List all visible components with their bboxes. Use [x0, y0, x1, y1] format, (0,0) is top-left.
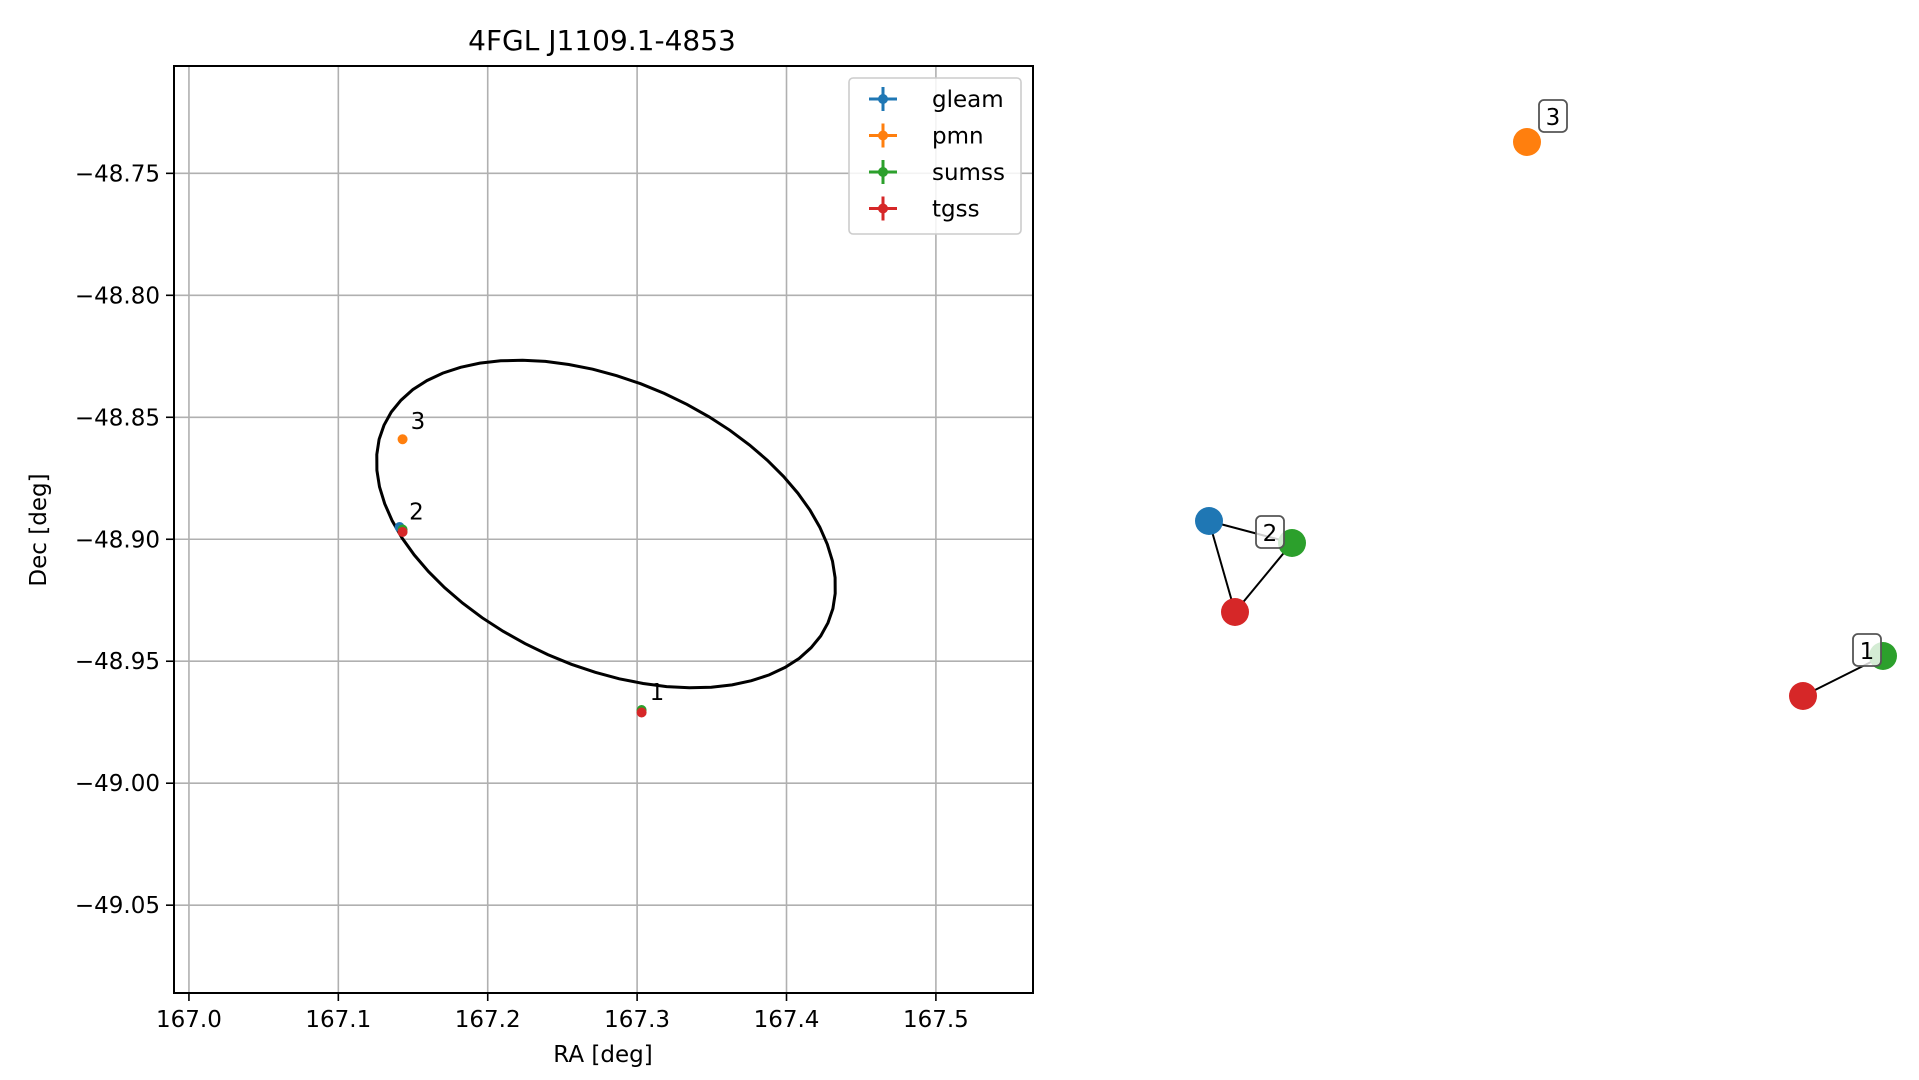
nodes-layer — [1195, 128, 1897, 710]
localization-ellipse — [375, 358, 837, 690]
graph-node-pmn-3 — [1513, 128, 1541, 156]
graph-label-text: 1 — [1860, 639, 1875, 665]
graph-label-box — [1852, 633, 1882, 667]
legend-marker-dot — [878, 130, 888, 141]
point-label: 1 — [650, 680, 665, 706]
legend: gleam pmn sumss tgss — [848, 77, 1022, 235]
graph-panel: 3 2 1 — [1195, 99, 1897, 710]
points-layer: 3 2 1 — [394, 409, 665, 718]
y-tick-label: −48.90 — [75, 527, 160, 553]
plot-frame — [173, 65, 1034, 994]
x-tick-label: 167.2 — [455, 1007, 521, 1033]
graph-edge — [1234, 542, 1293, 613]
graph-node-sumss-2 — [1278, 529, 1306, 557]
graph-group-label: 2 — [1255, 515, 1285, 549]
legend-item-sumss: sumss — [869, 160, 1005, 186]
legend-item-pmn: pmn — [869, 123, 984, 150]
graph-group-label: 3 — [1538, 99, 1568, 133]
y-tick-label: −49.05 — [75, 893, 160, 919]
graph-label-box — [1255, 515, 1285, 549]
graph-label-text: 3 — [1546, 105, 1561, 131]
legend-label: gleam — [932, 87, 1004, 113]
node-labels-layer: 3 2 1 — [1255, 99, 1882, 667]
point-label: 2 — [409, 500, 424, 526]
ticks-layer: 167.0 167.1 167.2 167.3 167.4 167.5 −48.75 −48.… — [75, 161, 969, 1033]
legend-item-gleam: gleam — [869, 87, 1004, 113]
graph-edge — [1208, 520, 1236, 613]
legend-item-tgss: tgss — [869, 196, 980, 223]
point-label: 3 — [411, 409, 426, 435]
point-pmn — [397, 434, 408, 445]
graph-label-text: 2 — [1263, 521, 1278, 547]
plot-title: 4FGL J1109.1-4853 — [468, 24, 736, 57]
x-tick-label: 167.3 — [604, 1007, 670, 1033]
legend-box — [848, 77, 1022, 235]
y-axis-title: Dec [deg] — [26, 473, 52, 586]
point-tgss — [636, 707, 647, 718]
graph-label-box — [1538, 99, 1568, 133]
x-axis-title: RA [deg] — [553, 1042, 652, 1068]
scatter-panel: 4FGL J1109.1-4853 321 167.0 167.1 167.2 167… — [26, 24, 1034, 1068]
y-tick-label: −49.00 — [75, 771, 160, 797]
legend-items: gleam pmn sumss tgss — [869, 87, 1005, 223]
x-tick-label: 167.4 — [754, 1007, 820, 1033]
y-tick-label: −48.95 — [75, 649, 160, 675]
graph-node-tgss-1 — [1789, 682, 1817, 710]
graph-node-gleam-2 — [1195, 507, 1223, 535]
legend-marker-dot — [878, 94, 888, 104]
x-tick-label: 167.5 — [903, 1007, 969, 1033]
y-tick-label: −48.85 — [75, 405, 160, 431]
graph-group-label: 1 — [1852, 633, 1882, 667]
legend-marker-dot — [878, 167, 888, 177]
y-tick-label: −48.80 — [75, 283, 160, 309]
point-tgss — [397, 526, 408, 537]
y-tick-label: −48.75 — [75, 161, 160, 187]
graph-node-tgss-2 — [1221, 598, 1249, 626]
x-tick-label: 167.0 — [156, 1007, 222, 1033]
legend-marker-dot — [878, 203, 888, 214]
legend-label: sumss — [932, 160, 1005, 186]
ellipse-layer — [375, 358, 837, 690]
legend-label: pmn — [932, 124, 984, 150]
x-tick-label: 167.1 — [305, 1007, 371, 1033]
legend-label: tgss — [932, 197, 980, 223]
